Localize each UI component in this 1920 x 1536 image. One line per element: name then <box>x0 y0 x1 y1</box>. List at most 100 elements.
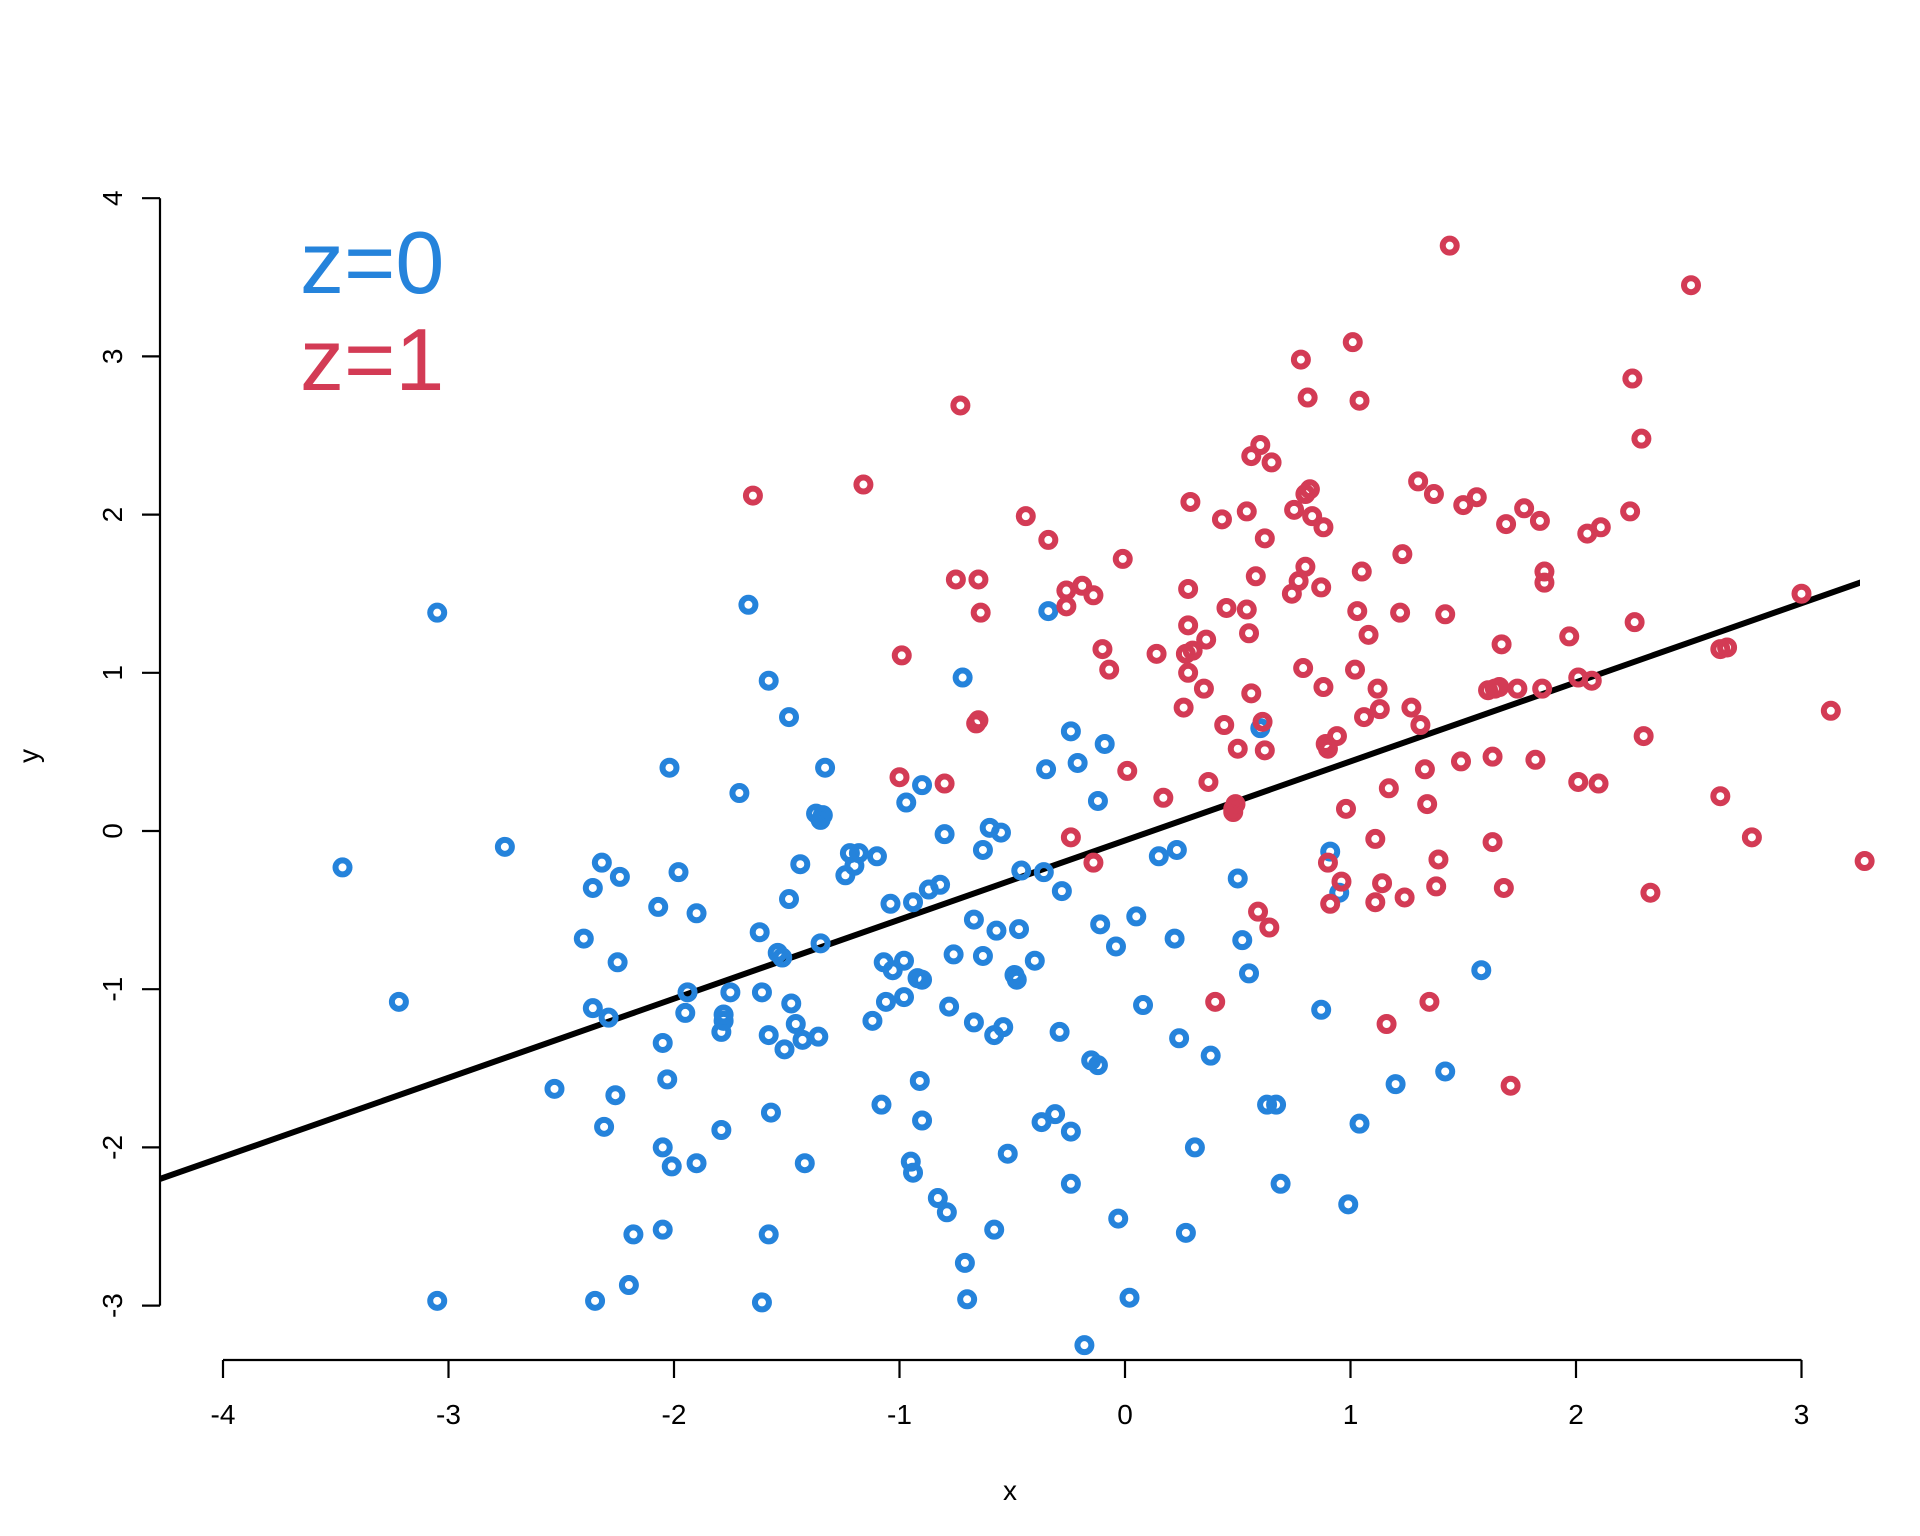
data-point-z1-21 <box>1112 548 1133 569</box>
data-point-z0-93 <box>963 1012 984 1033</box>
data-point-z1-78 <box>1347 601 1368 622</box>
data-point-z1-89 <box>1378 778 1399 799</box>
data-point-z1-111 <box>1489 677 1510 698</box>
data-point-z1-41 <box>1225 794 1246 815</box>
data-point-z0-99 <box>986 920 1007 941</box>
data-point-z0-41 <box>758 1224 779 1245</box>
data-point-z1-109 <box>1482 832 1503 853</box>
data-point-z0-16 <box>618 1275 639 1296</box>
data-point-z1-92 <box>1394 887 1415 908</box>
data-point-z0-89 <box>952 667 973 688</box>
data-point-z0-6 <box>573 928 594 949</box>
data-point-z0-90 <box>954 1252 975 1273</box>
y-tick-label: -2 <box>97 1135 128 1160</box>
data-point-z0-137 <box>1227 868 1248 889</box>
x-tick-label: 3 <box>1794 1399 1810 1430</box>
data-point-z1-131 <box>1622 368 1643 389</box>
data-point-z0-122 <box>1087 790 1108 811</box>
data-point-z0-124 <box>1094 733 1115 754</box>
data-point-z1-60 <box>1293 658 1314 679</box>
data-point-z1-133 <box>1631 428 1652 449</box>
data-point-z0-76 <box>903 892 924 913</box>
data-point-z1-88 <box>1376 1014 1397 1035</box>
data-point-z0-106 <box>1011 860 1032 881</box>
data-point-z0-37 <box>749 922 770 943</box>
data-point-z0-34 <box>720 982 741 1003</box>
data-point-z0-127 <box>1119 1287 1140 1308</box>
data-point-z1-12 <box>1038 529 1059 550</box>
data-point-z1-128 <box>1588 773 1609 794</box>
data-point-z0-112 <box>1045 1104 1066 1125</box>
data-point-z0-69 <box>880 893 901 914</box>
data-point-z0-126 <box>1108 1208 1129 1229</box>
data-point-z1-52 <box>1254 528 1275 549</box>
data-point-z0-118 <box>1067 752 1088 773</box>
series-z1-points <box>742 235 1875 1096</box>
y-tick-label: 0 <box>97 823 128 839</box>
data-point-z1-34 <box>1198 771 1219 792</box>
x-tick-label: -1 <box>887 1399 912 1430</box>
data-point-z1-47 <box>1241 683 1262 704</box>
data-point-z0-8 <box>582 998 603 1019</box>
data-point-z1-119 <box>1529 510 1550 531</box>
data-point-z0-7 <box>582 877 603 898</box>
data-point-z1-138 <box>1710 786 1731 807</box>
data-point-z0-135 <box>1184 1137 1205 1158</box>
data-point-z0-86 <box>936 1202 957 1223</box>
data-point-z0-71 <box>894 950 915 971</box>
y-tick-label: 4 <box>97 190 128 206</box>
data-point-z0-151 <box>1471 960 1492 981</box>
data-point-z1-13 <box>1056 580 1077 601</box>
data-point-z0-20 <box>652 1137 673 1158</box>
data-point-z1-32 <box>1193 678 1214 699</box>
data-point-z1-73 <box>1326 726 1347 747</box>
data-point-z1-135 <box>1640 882 1661 903</box>
data-point-z0-91 <box>957 1289 978 1310</box>
data-point-z0-65 <box>866 846 887 867</box>
data-point-z1-95 <box>1410 715 1431 736</box>
data-point-z1-22 <box>1117 760 1138 781</box>
data-point-z0-111 <box>1038 601 1059 622</box>
data-point-z1-44 <box>1236 501 1257 522</box>
data-point-z0-4 <box>494 836 515 857</box>
data-point-z1-113 <box>1493 877 1514 898</box>
data-point-z0-141 <box>1257 1094 1278 1115</box>
data-point-z1-123 <box>1559 626 1580 647</box>
data-point-z0-33 <box>713 1004 734 1025</box>
x-axis-ticks: -4 -3 -2 -1 0 1 2 3 <box>211 1360 1810 1430</box>
y-tick-label: 2 <box>97 507 128 523</box>
regression-line <box>160 579 1860 1183</box>
data-point-z0-42 <box>758 1025 779 1046</box>
data-point-z1-112 <box>1491 634 1512 655</box>
data-point-z1-10 <box>970 602 991 623</box>
data-point-z0-107 <box>1024 950 1045 971</box>
data-point-z1-85 <box>1367 678 1388 699</box>
data-point-z0-87 <box>939 996 960 1017</box>
data-point-z0-55 <box>808 1026 829 1047</box>
data-point-z1-37 <box>1214 715 1235 736</box>
data-point-z1-105 <box>1453 495 1474 516</box>
data-point-z0-63 <box>848 843 869 864</box>
data-point-z1-79 <box>1349 390 1370 411</box>
data-point-z0-12 <box>598 1007 619 1028</box>
data-point-z1-91 <box>1392 544 1413 565</box>
data-point-z0-46 <box>774 1039 795 1060</box>
data-point-z1-11 <box>1015 506 1036 527</box>
data-point-z0-149 <box>1385 1074 1406 1095</box>
data-point-z1-43 <box>1236 599 1257 620</box>
data-point-z1-28 <box>1178 615 1199 636</box>
data-point-z0-27 <box>677 982 698 1003</box>
data-point-z1-15 <box>1060 827 1081 848</box>
data-point-z0-94 <box>972 839 993 860</box>
data-point-z1-76 <box>1342 332 1363 353</box>
data-point-z1-94 <box>1408 471 1429 492</box>
data-point-z0-5 <box>544 1078 565 1099</box>
data-point-z0-48 <box>779 707 800 728</box>
data-point-z1-100 <box>1426 876 1447 897</box>
data-point-z0-38 <box>751 1292 772 1313</box>
data-point-z0-9 <box>585 1290 606 1311</box>
data-point-z1-132 <box>1624 612 1645 633</box>
data-point-z1-141 <box>1791 583 1812 604</box>
data-point-z1-108 <box>1482 746 1503 767</box>
